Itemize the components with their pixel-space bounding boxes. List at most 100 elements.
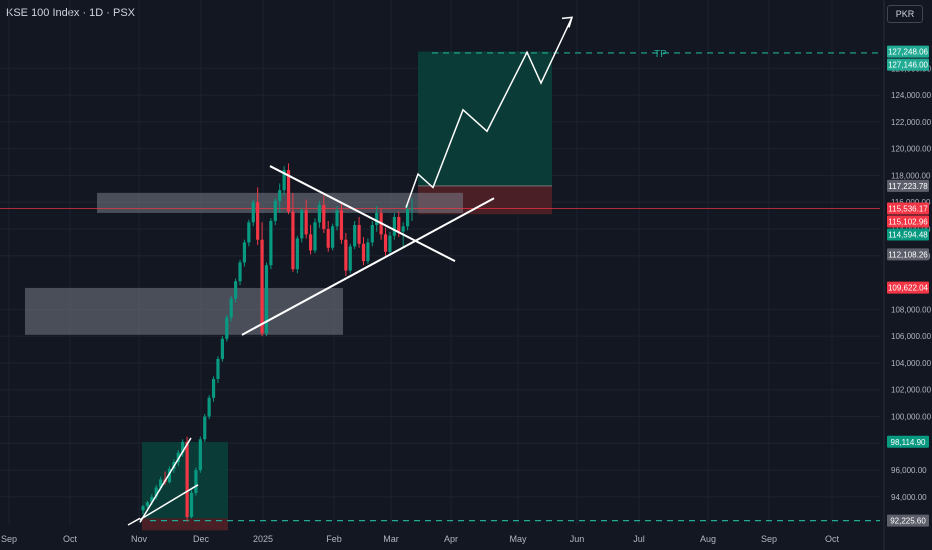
candle-body — [317, 204, 321, 223]
candle-body — [383, 234, 388, 252]
candle-body — [154, 487, 158, 497]
candle-27 — [260, 222, 264, 337]
candle-body — [229, 298, 233, 318]
candle-body — [150, 496, 154, 503]
x-tick-label: Dec — [193, 534, 210, 544]
candles — [141, 163, 414, 521]
price-label: 109,622.04 — [887, 281, 929, 294]
x-tick-label: Oct — [825, 534, 840, 544]
price-label: 115,536.17 — [887, 202, 929, 215]
candle-22 — [238, 259, 242, 286]
entry-target-box — [142, 441, 228, 523]
candle-16 — [211, 376, 216, 402]
x-tick-label: Oct — [63, 534, 78, 544]
chart-title: KSE 100 Index · 1D · PSX — [6, 7, 136, 19]
candle-body — [256, 202, 260, 240]
candle-body — [251, 202, 255, 223]
target-zone — [418, 51, 552, 186]
candle-1 — [145, 500, 150, 509]
candle-body — [388, 235, 392, 252]
candle-37 — [304, 199, 308, 239]
candle-body — [392, 216, 396, 236]
candle-body — [339, 210, 344, 240]
candle-body — [397, 216, 401, 232]
candle-body — [159, 479, 163, 488]
price-label-bg — [887, 179, 929, 192]
price-label-bg — [887, 202, 929, 215]
x-tick-label: Jun — [570, 534, 585, 544]
entry-stop-box — [142, 518, 228, 531]
entry-trendline-lower — [139, 484, 199, 521]
y-tick-label: 120,000.00 — [891, 145, 932, 154]
candle-body — [410, 208, 414, 210]
price-label-bg — [887, 45, 929, 58]
candle-11 — [189, 490, 194, 519]
candle-34 — [291, 192, 295, 272]
candle-29 — [269, 218, 273, 270]
candle-40 — [317, 200, 321, 228]
price-label: 98,114.90 — [887, 435, 929, 448]
price-label-text: 115,536.17 — [888, 204, 928, 213]
currency-button[interactable]: PKR — [887, 5, 923, 23]
price-label: 112,108.26 — [887, 248, 929, 261]
price-label-bg — [887, 215, 929, 228]
x-tick-label: Jul — [633, 534, 645, 544]
price-label-bg — [887, 248, 929, 261]
candle-body — [238, 262, 242, 282]
candle-18 — [220, 336, 224, 362]
candle-14 — [203, 413, 207, 442]
price-label-text: 127,146.00 — [888, 61, 929, 70]
price-label: 127,146.00 — [887, 58, 929, 71]
candle-body — [291, 211, 295, 270]
candle-32 — [282, 166, 286, 196]
candle-body — [295, 238, 299, 270]
candle-43 — [331, 223, 335, 251]
candle-9 — [181, 439, 185, 457]
candle-body — [286, 170, 291, 212]
candle-52 — [370, 220, 374, 247]
candle-body — [282, 170, 286, 191]
candle-47 — [348, 243, 352, 274]
candle-19 — [225, 314, 229, 342]
candle-body — [220, 338, 224, 359]
x-tick-label: Mar — [383, 534, 399, 544]
candle-body — [264, 265, 269, 334]
price-labels: 127,248.06 127,146.00 117,223.78 115,536.17… — [887, 45, 929, 527]
x-tick-label: Apr — [444, 534, 458, 544]
y-tick-label: 96,000.00 — [891, 466, 927, 475]
x-tick-label: Feb — [326, 534, 342, 544]
y-tick-label: 118,000.00 — [891, 171, 931, 180]
candle-body — [366, 242, 370, 262]
candle-39 — [313, 218, 317, 254]
candle-body — [353, 225, 357, 247]
candle-body — [185, 441, 189, 517]
price-label: 127,248.06 — [887, 45, 929, 58]
candle-24 — [247, 219, 251, 247]
x-tick-label: Sep — [761, 534, 777, 544]
price-label-text: 92,225.60 — [890, 517, 926, 526]
level-lines: TP — [0, 49, 880, 522]
candle-3 — [154, 484, 158, 500]
candle-body — [141, 506, 145, 511]
candle-body — [260, 239, 264, 334]
price-label: 114,594.48 — [887, 228, 929, 241]
projected-path — [405, 17, 573, 208]
candle-49 — [357, 216, 361, 248]
price-label-text: 117,223.78 — [888, 182, 928, 191]
y-tick-label: 106,000.00 — [891, 332, 932, 341]
price-label-text: 112,108.26 — [888, 250, 928, 259]
candle-26 — [256, 187, 260, 246]
candle-38 — [308, 225, 313, 255]
candle-60 — [405, 204, 410, 231]
price-label-text: 109,622.04 — [888, 284, 929, 293]
candle-body — [207, 397, 211, 417]
candle-57 — [392, 212, 396, 240]
candle-body — [198, 439, 202, 471]
candle-body — [401, 226, 405, 232]
candle-53 — [375, 206, 379, 232]
candle-body — [167, 468, 172, 483]
zones — [25, 51, 552, 531]
y-tick-label: 100,000.00 — [891, 413, 932, 422]
y-tick-label: 108,000.00 — [891, 305, 932, 314]
